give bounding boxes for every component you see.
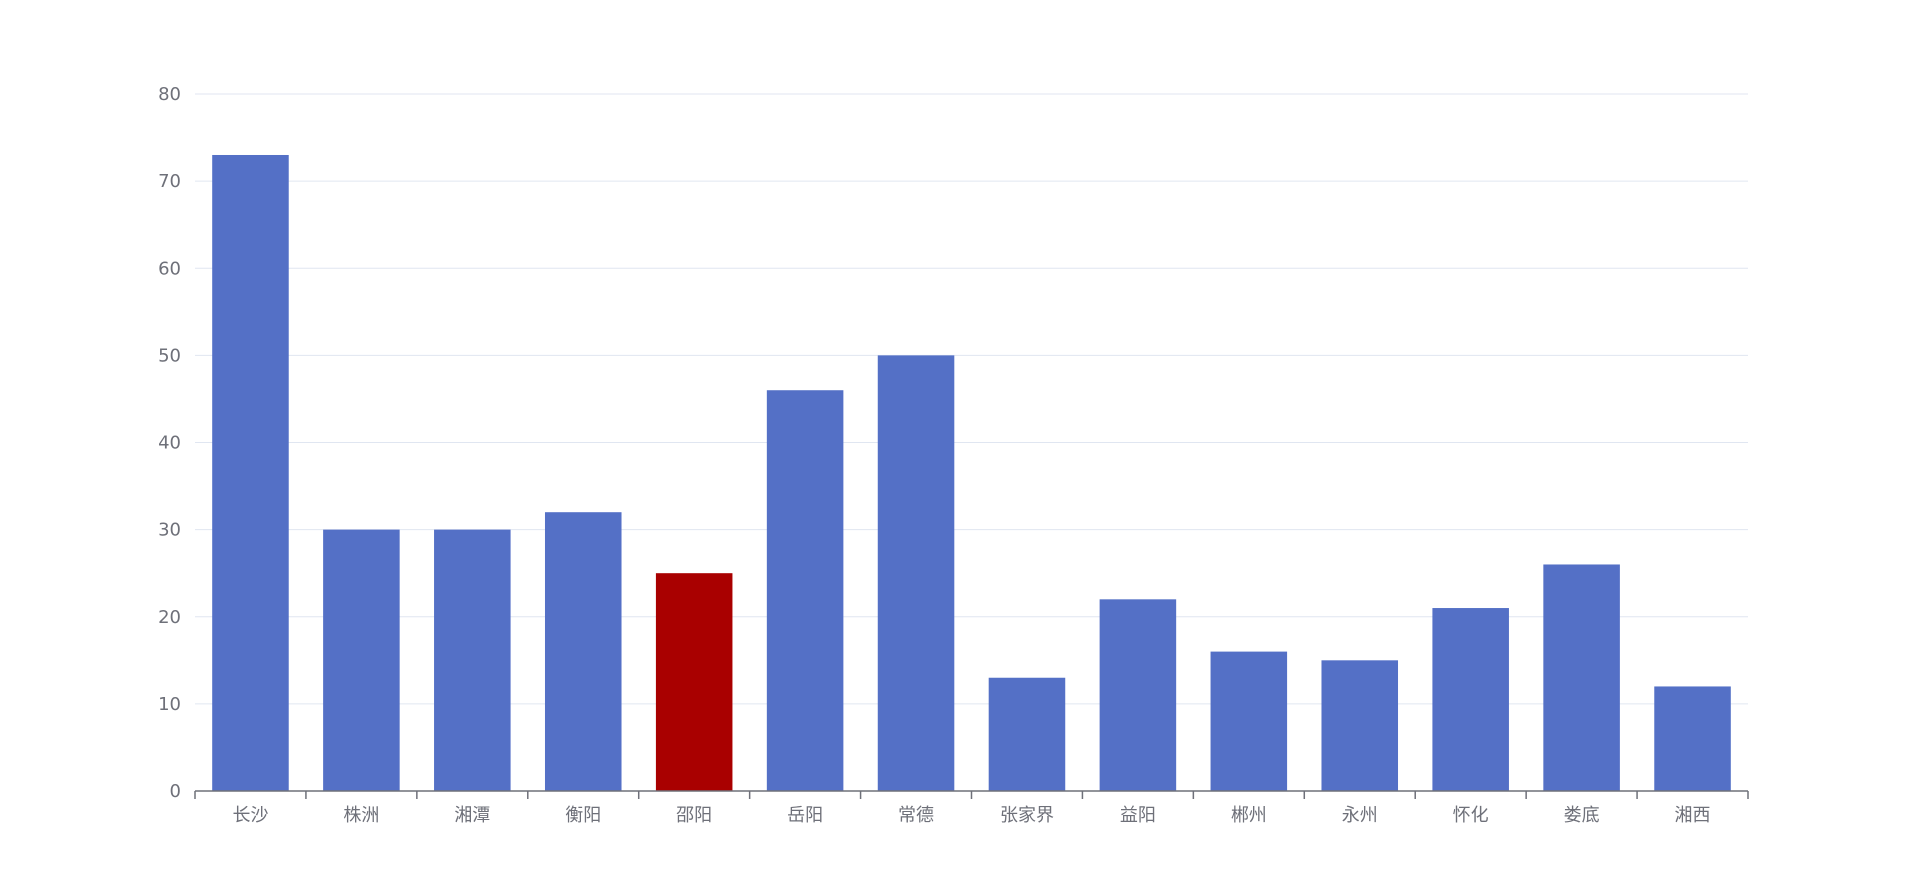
x-axis-labels: 长沙 株洲 湘潭 衡阳 邵阳 岳阳 常德 张家界 益阳 郴州 永州 怀化 娄底 湘西	[232, 805, 1710, 826]
y-tick-label: 50	[158, 345, 181, 366]
x-tick-label: 怀化	[1453, 805, 1489, 826]
x-tick-label: 娄底	[1564, 805, 1600, 826]
bar-5[interactable]	[655, 573, 733, 791]
y-tick-label: 30	[158, 520, 181, 541]
x-tick-label: 湘西	[1675, 805, 1711, 826]
x-tick-label: 邵阳	[676, 805, 712, 826]
y-tick-label: 20	[158, 607, 181, 628]
bar-3[interactable]	[434, 529, 511, 791]
bar-4[interactable]	[544, 512, 622, 791]
y-tick-label: 70	[158, 171, 181, 192]
bar-1[interactable]	[212, 154, 289, 792]
bar-8[interactable]	[988, 677, 1066, 791]
bars	[212, 154, 1731, 792]
bar-13[interactable]	[1543, 564, 1620, 791]
x-tick-label: 湘潭	[454, 805, 490, 826]
y-tick-label: 80	[158, 84, 181, 105]
y-axis-labels: 0 10 20 30 40 50 60 70 80	[158, 84, 181, 802]
x-tick-label: 岳阳	[787, 805, 823, 826]
grid-lines	[195, 93, 1748, 705]
x-tick-label: 长沙	[232, 805, 268, 826]
bar-7[interactable]	[877, 355, 955, 791]
x-tick-label: 永州	[1342, 805, 1378, 826]
y-tick-label: 40	[158, 433, 181, 454]
y-tick-label: 0	[170, 781, 181, 802]
bar-11[interactable]	[1321, 660, 1399, 791]
x-tick-label: 衡阳	[565, 805, 601, 826]
bar-6[interactable]	[766, 390, 844, 791]
bar-9[interactable]	[1099, 599, 1177, 791]
x-axis	[194, 790, 1749, 799]
y-tick-label: 10	[158, 694, 181, 715]
bar-14[interactable]	[1654, 686, 1731, 791]
bar-2[interactable]	[323, 529, 400, 791]
y-tick-label: 60	[158, 258, 181, 279]
x-tick-label: 株洲	[343, 805, 379, 826]
bar-12[interactable]	[1432, 608, 1509, 791]
x-tick-label: 张家界	[1000, 805, 1054, 826]
x-tick-label: 郴州	[1231, 805, 1267, 826]
x-tick-label: 常德	[898, 805, 934, 826]
bar-10[interactable]	[1210, 651, 1288, 791]
x-tick-label: 益阳	[1120, 805, 1156, 826]
